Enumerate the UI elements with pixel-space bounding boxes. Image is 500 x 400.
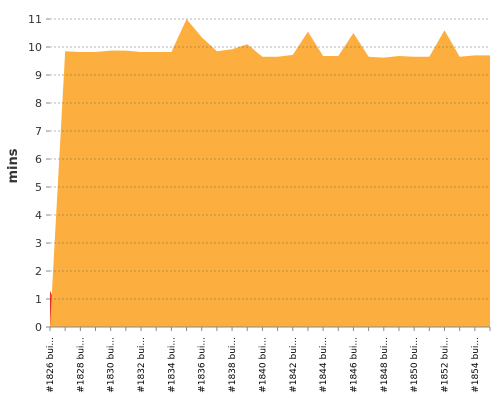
x-tick-label: #1840 bui... <box>258 337 268 393</box>
x-tick-label: #1834 bui... <box>167 337 177 393</box>
y-tick-label: 4 <box>35 209 42 222</box>
y-tick-label: 8 <box>35 97 42 110</box>
x-tick-label: #1832 bui... <box>137 337 147 393</box>
y-tick-label: 5 <box>35 181 42 194</box>
area <box>50 19 490 327</box>
y-tick-label: 1 <box>35 293 42 306</box>
y-tick-label: 10 <box>28 41 42 54</box>
x-tick-label: #1848 bui... <box>380 337 390 393</box>
x-tick-label: #1842 bui... <box>289 337 299 393</box>
y-tick-label: 3 <box>35 237 42 250</box>
x-tick-label: #1846 bui... <box>349 337 359 393</box>
y-tick-label: 11 <box>28 13 42 26</box>
x-tick-label: #1852 bui... <box>440 337 450 393</box>
x-tick-label: #1836 bui... <box>198 337 208 393</box>
y-tick-label: 2 <box>35 265 42 278</box>
x-tick-label: #1844 bui... <box>319 337 329 393</box>
y-axis-label: mins <box>6 148 21 183</box>
x-tick-label: #1828 bui... <box>76 337 86 393</box>
y-tick-label: 0 <box>35 321 42 334</box>
y-tick-label: 9 <box>35 69 42 82</box>
y-tick-label: 6 <box>35 153 42 166</box>
y-tick-label: 7 <box>35 125 42 138</box>
x-tick-label: #1826 bui... <box>46 337 56 393</box>
x-tick-label: #1850 bui... <box>410 337 420 393</box>
x-tick-label: #1838 bui... <box>228 337 238 393</box>
x-tick-label: #1854 bui... <box>471 337 481 393</box>
x-tick-label: #1830 bui... <box>107 337 117 393</box>
